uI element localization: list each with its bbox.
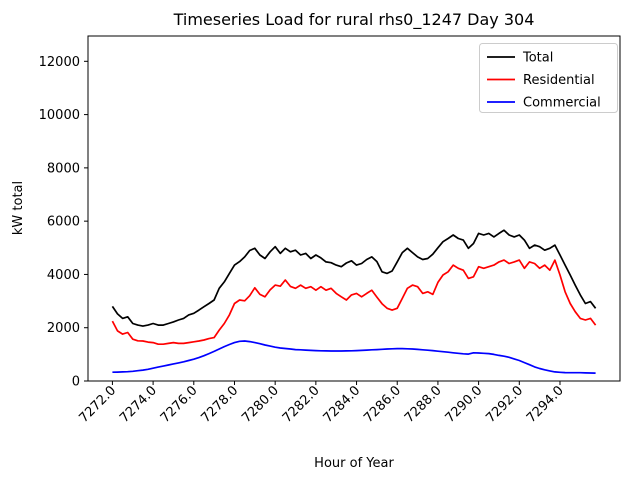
y-tick-label: 12000 xyxy=(39,55,80,70)
series-line-total xyxy=(111,229,597,327)
y-tick-label: 8000 xyxy=(47,161,80,176)
legend-label-residential: Residential xyxy=(523,73,595,88)
x-tick-label: 7284.0 xyxy=(321,383,364,426)
x-tick-label: 7274.0 xyxy=(117,383,160,426)
legend-label-total: Total xyxy=(522,51,553,66)
x-tick-label: 7278.0 xyxy=(199,383,242,426)
y-tick-label: 6000 xyxy=(47,215,80,230)
x-tick-label: 7272.0 xyxy=(76,383,119,426)
series-line-residential xyxy=(111,259,597,346)
series-line-commercial xyxy=(112,340,596,374)
legend-item-residential: Residential xyxy=(487,73,595,88)
legend-label-commercial: Commercial xyxy=(523,96,601,111)
y-tick-label: 10000 xyxy=(39,108,80,123)
y-tick-label: 0 xyxy=(72,375,80,390)
y-axis-label: kW total xyxy=(11,181,26,235)
x-tick-label: 7294.0 xyxy=(524,383,567,426)
legend-box xyxy=(479,43,618,113)
legend-item-commercial: Commercial xyxy=(487,96,601,111)
legend-item-total: Total xyxy=(487,51,553,66)
x-axis-label: Hour of Year xyxy=(314,456,394,471)
chart-title: Timeseries Load for rural rhs0_1247 Day … xyxy=(173,10,535,30)
x-tick-label: 7290.0 xyxy=(443,383,486,426)
x-tick-label: 7280.0 xyxy=(239,383,282,426)
axes-frame xyxy=(87,35,621,382)
x-tick-label: 7276.0 xyxy=(158,383,201,426)
x-tick-label: 7288.0 xyxy=(402,383,445,426)
x-tick-label: 7286.0 xyxy=(361,383,404,426)
x-tick-label: 7292.0 xyxy=(483,383,526,426)
x-tick-label: 7282.0 xyxy=(280,383,323,426)
y-tick-label: 4000 xyxy=(47,268,80,283)
y-tick-label: 2000 xyxy=(47,321,80,336)
legend: Total Residential Commercial xyxy=(479,43,618,113)
